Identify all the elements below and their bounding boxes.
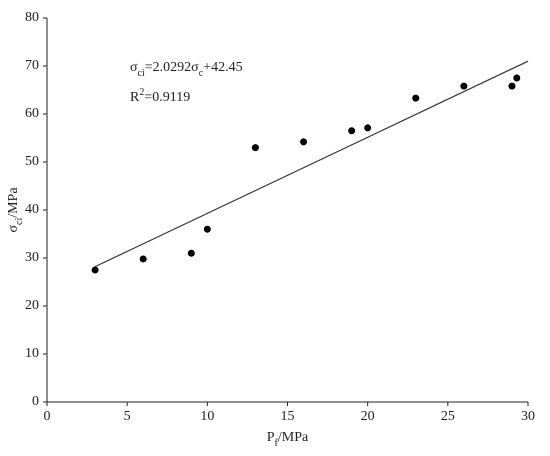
- x-tick-label: 15: [281, 409, 295, 424]
- point: [300, 138, 308, 146]
- label-part: R: [130, 90, 140, 105]
- label-part: σ: [6, 225, 21, 233]
- point: [460, 82, 468, 90]
- x-tick-label: 20: [361, 409, 375, 424]
- y-tick-label: 70: [25, 58, 39, 73]
- label-part: f: [275, 438, 279, 449]
- label-part: +42.45: [203, 60, 242, 75]
- x-axis-label: Pf/MPa: [267, 430, 309, 449]
- x-tick-label: 30: [521, 409, 535, 424]
- point: [251, 144, 259, 152]
- point: [508, 82, 516, 90]
- label-part: =0.9119: [144, 90, 190, 105]
- label-part: /MPa: [278, 430, 309, 445]
- point: [412, 94, 420, 102]
- fit-line: [94, 60, 529, 268]
- label-part: /MPa: [6, 187, 21, 218]
- annotation: σci=2.0292σc+42.45: [130, 60, 243, 79]
- x-tick-label: 10: [200, 409, 214, 424]
- label-part: σ: [130, 60, 138, 75]
- x-tick-label: 0: [44, 409, 51, 424]
- x-tick-label: 5: [124, 409, 131, 424]
- label-part: P: [267, 430, 275, 445]
- label-part: =2.0292σ: [145, 60, 199, 75]
- annotation: R2=0.9119: [130, 87, 190, 105]
- label-part: ci: [138, 68, 145, 79]
- y-tick-label: 10: [25, 346, 39, 361]
- label-part: c: [199, 68, 204, 79]
- y-axis-label: σci/MPa: [6, 187, 25, 233]
- y-tick-label: 80: [25, 10, 39, 25]
- point: [364, 124, 372, 132]
- y-tick-label: 60: [25, 106, 39, 121]
- label-part: ci: [14, 218, 25, 225]
- y-tick-label: 0: [32, 394, 39, 409]
- x-tick-label: 25: [441, 409, 455, 424]
- point: [91, 266, 99, 274]
- y-tick-label: 30: [25, 250, 39, 265]
- point: [139, 255, 147, 263]
- y-tick-label: 40: [25, 202, 39, 217]
- point: [203, 225, 211, 233]
- label-part: 2: [139, 87, 144, 98]
- point: [513, 74, 521, 82]
- y-tick-label: 50: [25, 154, 39, 169]
- y-tick-label: 20: [25, 298, 39, 313]
- point: [187, 249, 195, 257]
- point: [348, 127, 356, 135]
